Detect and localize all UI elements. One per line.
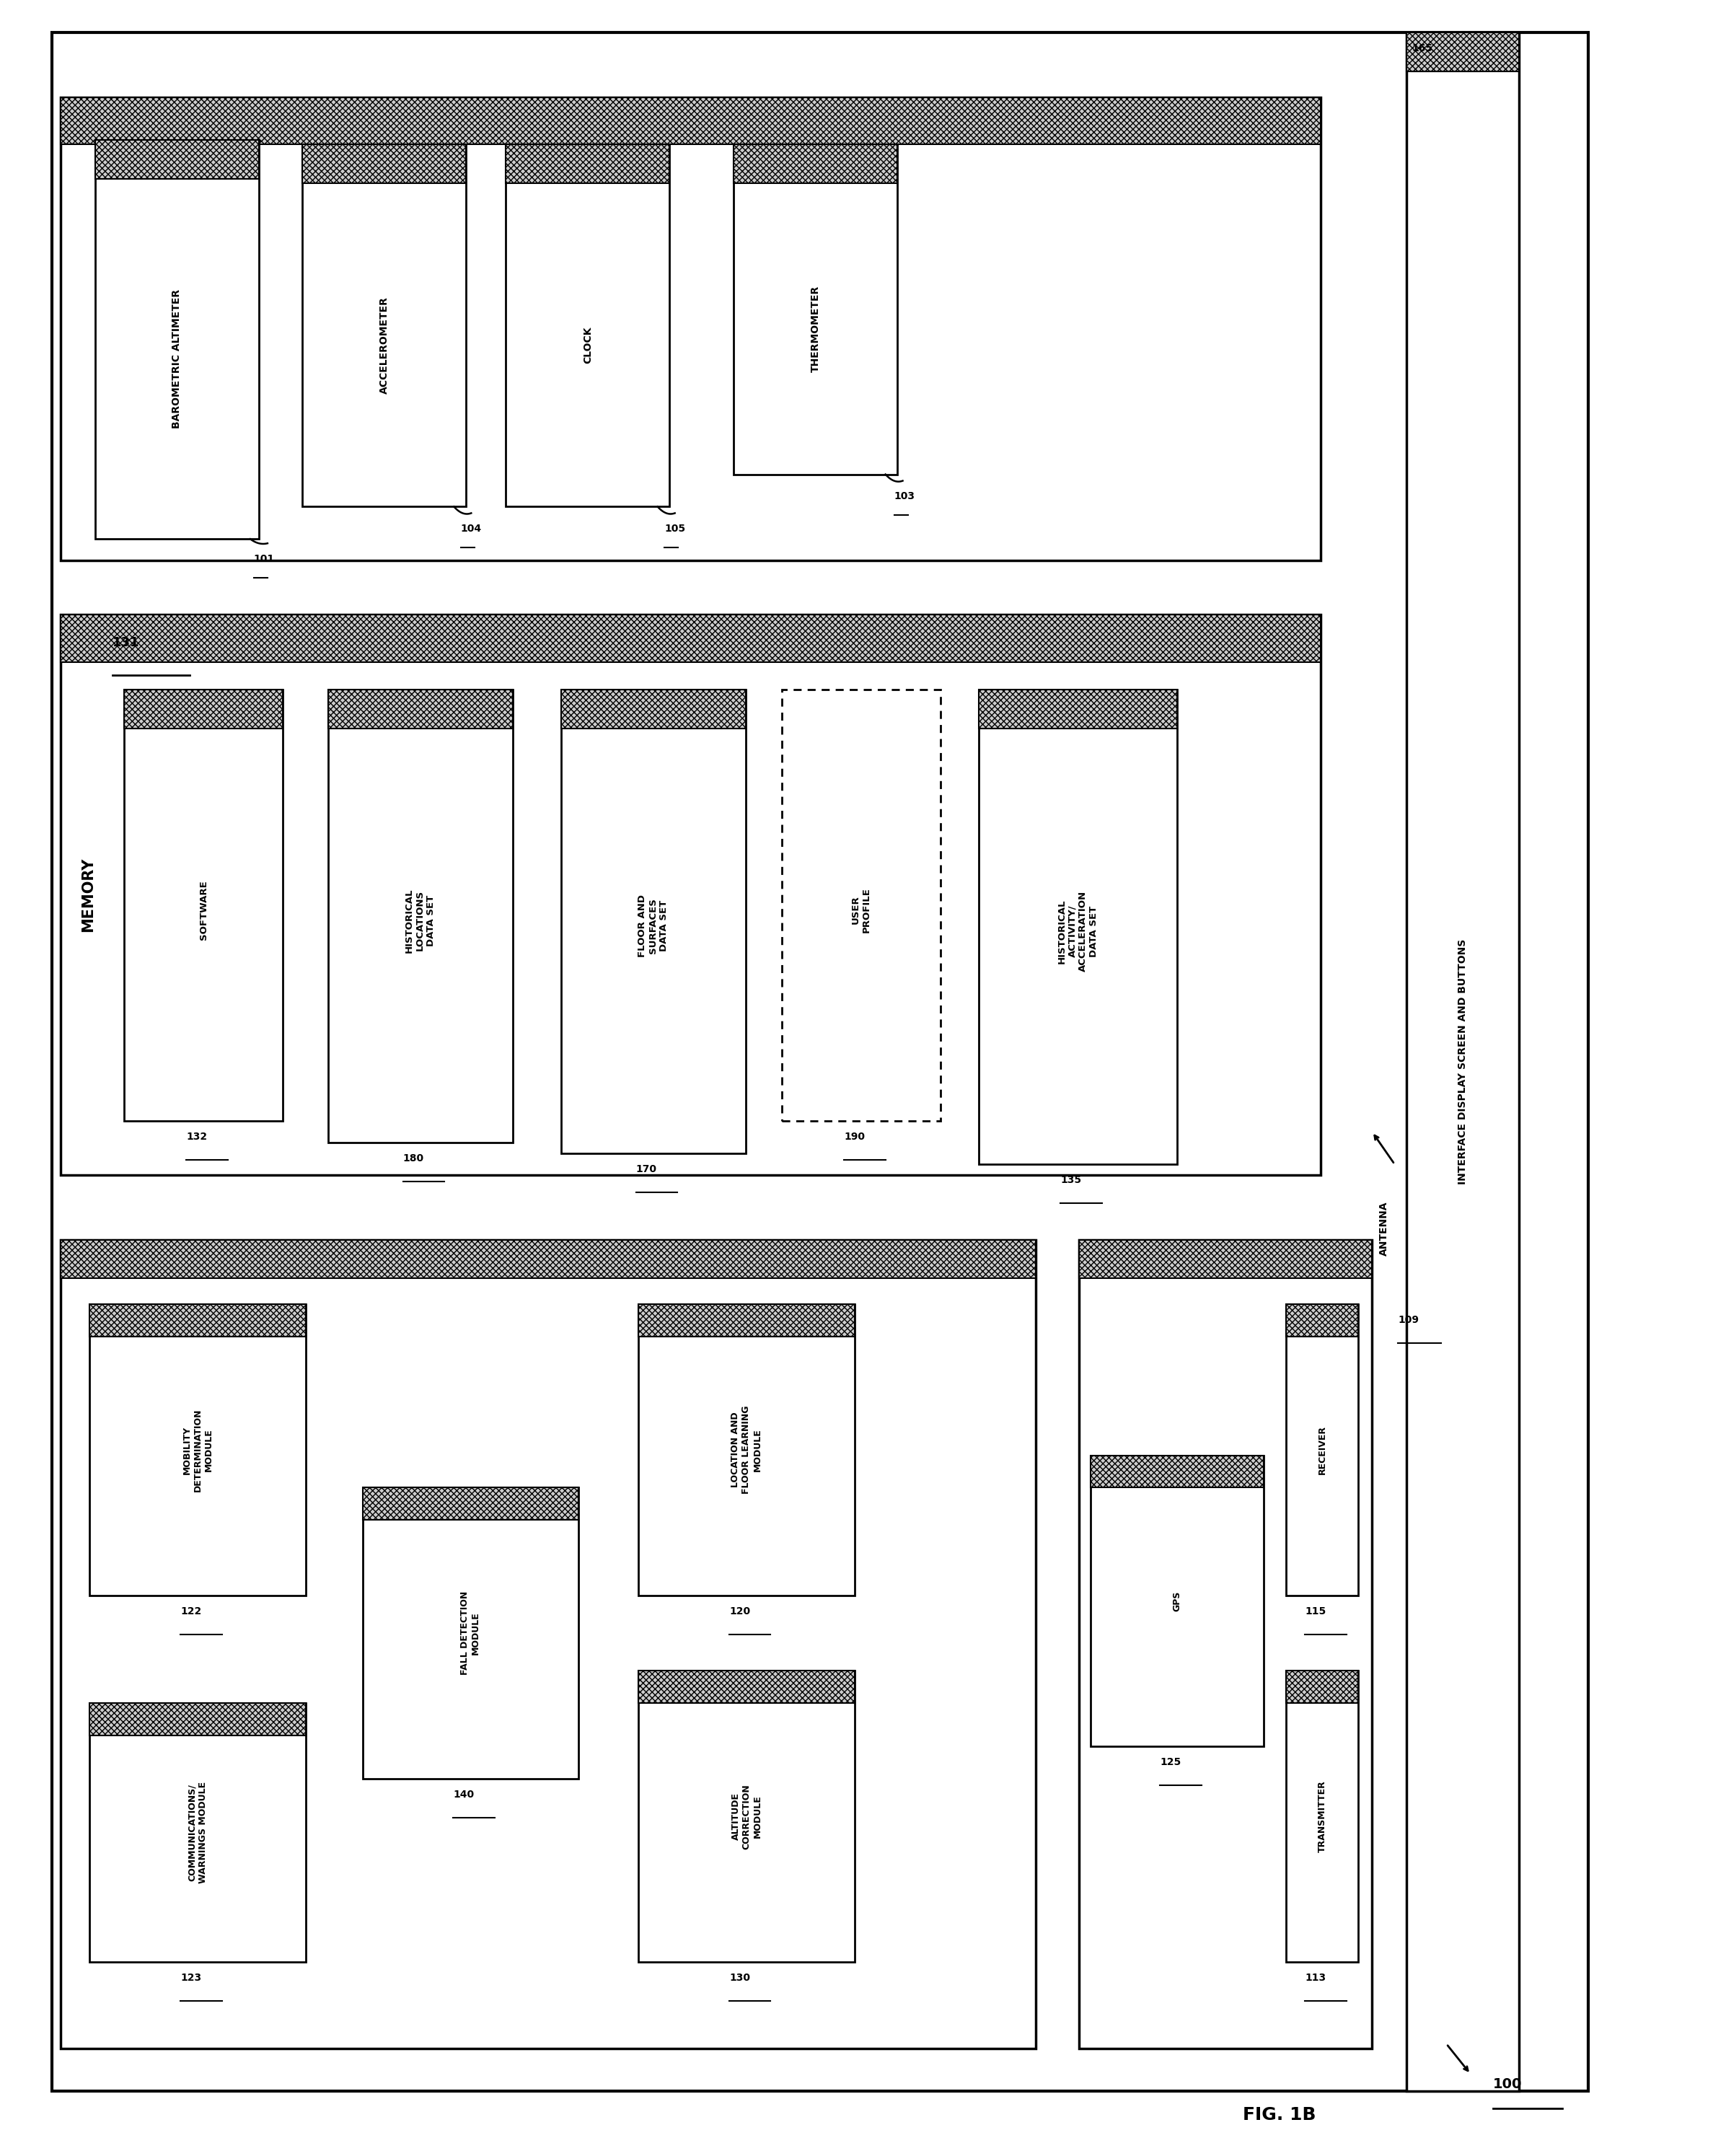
Bar xyxy=(90,1304,306,1595)
Text: TRANSMITTER: TRANSMITTER xyxy=(1317,1781,1327,1852)
Text: 170: 170 xyxy=(637,1164,658,1175)
Text: 132: 132 xyxy=(186,1132,207,1143)
Bar xyxy=(124,690,283,1121)
Text: CLOCK: CLOCK xyxy=(583,326,592,364)
Text: 122: 122 xyxy=(181,1606,202,1617)
Text: 135: 135 xyxy=(1060,1175,1082,1186)
Text: HISTORICAL
LOCATIONS
DATA SET: HISTORICAL LOCATIONS DATA SET xyxy=(406,888,435,953)
Bar xyxy=(639,1304,854,1337)
Bar xyxy=(124,690,283,729)
Bar xyxy=(1079,1240,1372,1279)
Bar xyxy=(979,690,1177,729)
Bar xyxy=(328,690,513,729)
Bar xyxy=(734,144,898,183)
Text: 113: 113 xyxy=(1305,1973,1326,1984)
Bar xyxy=(362,1488,578,1779)
Text: 109: 109 xyxy=(1398,1315,1419,1326)
Text: SOFTWARE: SOFTWARE xyxy=(198,880,209,940)
Bar xyxy=(60,97,1320,144)
Bar xyxy=(60,614,1320,662)
Bar xyxy=(639,1671,854,1962)
Bar xyxy=(328,690,513,1143)
Text: LOCATION AND
FLOOR LEARNING
MODULE: LOCATION AND FLOOR LEARNING MODULE xyxy=(732,1406,761,1494)
Text: 190: 190 xyxy=(844,1132,865,1143)
Text: 125: 125 xyxy=(1160,1757,1181,1768)
Bar xyxy=(302,144,466,507)
Bar xyxy=(1407,32,1519,71)
Bar xyxy=(1286,1304,1358,1595)
Bar xyxy=(95,140,259,179)
Bar xyxy=(52,32,1588,2091)
Bar xyxy=(90,1703,306,1962)
Text: 165: 165 xyxy=(1412,43,1433,54)
Bar xyxy=(506,144,670,183)
Bar xyxy=(90,1703,306,1736)
Bar xyxy=(95,140,259,539)
Text: FIG. 1B: FIG. 1B xyxy=(1243,2106,1315,2124)
Text: FLOOR AND
SURFACES
DATA SET: FLOOR AND SURFACES DATA SET xyxy=(639,895,668,957)
Text: 115: 115 xyxy=(1305,1606,1326,1617)
Text: 180: 180 xyxy=(404,1153,425,1164)
Bar xyxy=(639,1304,854,1595)
Text: COMMUNICATIONS/
WARNINGS MODULE: COMMUNICATIONS/ WARNINGS MODULE xyxy=(188,1781,207,1884)
Text: ACCELEROMETER: ACCELEROMETER xyxy=(380,295,388,395)
Text: 104: 104 xyxy=(461,524,482,535)
Text: 101: 101 xyxy=(254,554,274,565)
Text: THERMOMETER: THERMOMETER xyxy=(811,285,820,373)
Bar xyxy=(60,97,1320,561)
Bar xyxy=(1407,32,1519,2091)
Text: 130: 130 xyxy=(730,1973,751,1984)
Text: BAROMETRIC ALTIMETER: BAROMETRIC ALTIMETER xyxy=(173,289,181,429)
Text: 131: 131 xyxy=(112,636,140,649)
Text: 123: 123 xyxy=(181,1973,202,1984)
Text: MOBILITY
DETERMINATION
MODULE: MOBILITY DETERMINATION MODULE xyxy=(183,1408,212,1492)
Bar xyxy=(1286,1671,1358,1703)
Text: FALL DETECTION
MODULE: FALL DETECTION MODULE xyxy=(461,1591,480,1675)
Text: 140: 140 xyxy=(452,1789,475,1800)
Bar xyxy=(302,144,466,183)
Text: ANTENNA: ANTENNA xyxy=(1379,1201,1389,1257)
Text: 105: 105 xyxy=(665,524,685,535)
Bar xyxy=(1286,1671,1358,1962)
Bar xyxy=(979,690,1177,1164)
Bar xyxy=(734,144,898,474)
Text: 120: 120 xyxy=(730,1606,751,1617)
Text: MEMORY: MEMORY xyxy=(81,858,95,931)
Bar xyxy=(639,1671,854,1703)
Bar xyxy=(782,690,941,1121)
Text: 103: 103 xyxy=(894,492,915,502)
Bar xyxy=(60,614,1320,1175)
Bar xyxy=(1079,1240,1372,2048)
Bar xyxy=(1286,1304,1358,1337)
Text: INTERFACE DISPLAY SCREEN AND BUTTONS: INTERFACE DISPLAY SCREEN AND BUTTONS xyxy=(1458,940,1467,1184)
Text: ALTITUDE
CORRECTION
MODULE: ALTITUDE CORRECTION MODULE xyxy=(732,1783,761,1850)
Bar xyxy=(60,1240,1036,2048)
Text: HISTORICAL
ACTIVITY/
ACCELERATION
DATA SET: HISTORICAL ACTIVITY/ ACCELERATION DATA S… xyxy=(1056,890,1099,972)
Text: RECEIVER: RECEIVER xyxy=(1317,1425,1327,1475)
Bar xyxy=(561,690,746,1153)
Text: 100: 100 xyxy=(1493,2078,1522,2091)
Bar xyxy=(60,1240,1036,1279)
Text: GPS: GPS xyxy=(1172,1591,1182,1611)
Bar xyxy=(561,690,746,729)
Bar xyxy=(1091,1455,1263,1746)
Text: USER
PROFILE: USER PROFILE xyxy=(851,886,872,934)
Bar xyxy=(1091,1455,1263,1488)
Bar xyxy=(90,1304,306,1337)
Bar xyxy=(506,144,670,507)
Bar xyxy=(362,1488,578,1520)
